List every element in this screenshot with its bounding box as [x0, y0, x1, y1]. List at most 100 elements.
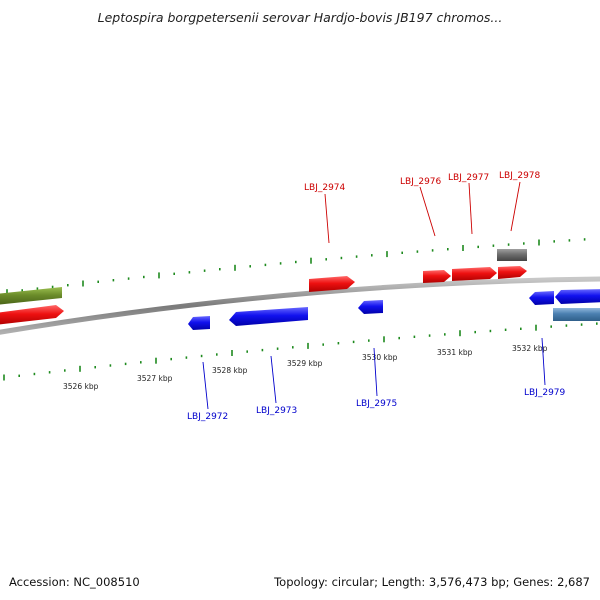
minor-tick — [492, 244, 495, 247]
minor-tick — [185, 356, 188, 359]
gene-gray-box[interactable] — [497, 249, 527, 261]
scale-label-3527: 3527 kbp — [137, 374, 173, 383]
gene-arrow-lbj-2977[interactable] — [452, 267, 497, 281]
minor-tick — [553, 240, 555, 243]
minor-tick — [127, 277, 130, 280]
gene-arrow-lbj-2974[interactable] — [309, 276, 355, 292]
major-tick — [82, 280, 84, 287]
minor-tick — [33, 372, 36, 376]
reverse-leaders — [202, 337, 546, 410]
minor-tick — [97, 280, 99, 283]
minor-tick — [67, 284, 69, 287]
gene-label-lbj-2977[interactable]: LBJ_2977 — [448, 173, 489, 183]
minor-tick — [173, 272, 175, 275]
gene-arrow-lbj-2979[interactable] — [555, 289, 600, 304]
minor-tick — [36, 287, 39, 290]
minor-tick — [292, 346, 294, 349]
minor-tick — [520, 327, 522, 330]
minor-tick — [398, 336, 400, 340]
minor-tick — [261, 348, 264, 352]
minor-tick — [18, 374, 20, 377]
gene-arrow-reverse-right-1[interactable] — [529, 291, 554, 305]
major-tick — [234, 264, 236, 271]
major-tick — [459, 330, 461, 337]
gene-label-lbj-2972[interactable]: LBJ_2972 — [187, 412, 228, 422]
minor-tick — [112, 279, 115, 282]
gene-label-lbj-2974[interactable]: LBJ_2974 — [304, 183, 346, 193]
minor-tick — [219, 268, 221, 271]
scale-label-3532: 3532 kbp — [512, 344, 548, 353]
accession-text: Accession: NC_008510 — [9, 575, 140, 589]
minor-tick — [94, 366, 96, 369]
minor-tick — [322, 343, 324, 346]
gene-arrow-lbj-2972[interactable] — [188, 316, 210, 330]
minor-tick — [489, 329, 492, 333]
gene-label-lbj-2976[interactable]: LBJ_2976 — [400, 177, 442, 187]
minor-tick — [216, 353, 218, 356]
minor-tick — [504, 328, 507, 331]
minor-tick — [550, 325, 552, 328]
forward-gene-labels: LBJ_2974 LBJ_2976 LBJ_2977 LBJ_2978 — [304, 171, 541, 193]
minor-tick — [143, 275, 145, 279]
gene-arrow-green[interactable] — [0, 287, 62, 305]
minor-tick — [568, 239, 571, 242]
minor-tick — [416, 250, 419, 253]
minor-tick — [401, 251, 403, 254]
minor-tick — [477, 245, 479, 249]
minor-tick — [413, 335, 416, 338]
gene-arrow-lbj-2978[interactable] — [498, 266, 527, 279]
gene-arrow-lbj-2973[interactable] — [229, 307, 308, 326]
minor-tick — [507, 243, 510, 246]
minor-tick — [583, 238, 586, 241]
gene-arrow-red-left[interactable] — [0, 305, 64, 325]
minor-tick — [276, 347, 279, 350]
gene-arrow-lbj-2976[interactable] — [423, 270, 451, 283]
gene-label-lbj-2973[interactable]: LBJ_2973 — [256, 406, 297, 416]
minor-tick — [352, 340, 355, 344]
minor-tick — [447, 248, 449, 251]
minor-tick — [565, 324, 568, 327]
forward-tick-ring — [6, 238, 586, 296]
major-tick — [386, 251, 388, 258]
minor-tick — [337, 342, 340, 345]
gene-label-lbj-2979[interactable]: LBJ_2979 — [524, 388, 566, 398]
reverse-gene-labels: LBJ_2972 LBJ_2973 LBJ_2975 LBJ_2979 — [187, 388, 566, 422]
scale-label-3528: 3528 kbp — [212, 366, 248, 375]
minor-tick — [431, 249, 434, 252]
gene-label-lbj-2978[interactable]: LBJ_2978 — [499, 171, 541, 181]
minor-tick — [246, 350, 248, 353]
minor-tick — [371, 254, 373, 257]
minor-tick — [523, 242, 525, 245]
major-tick — [462, 245, 464, 251]
scale-label-3531: 3531 kbp — [437, 348, 473, 357]
chromosome-backbone — [0, 276, 600, 335]
map-title: Leptospira borgpetersenii serovar Hardjo… — [97, 10, 503, 25]
gene-arrow-lbj-2975[interactable] — [358, 300, 383, 314]
scale-label-3529: 3529 kbp — [287, 359, 323, 368]
minor-tick — [203, 269, 206, 272]
forward-genes — [0, 249, 527, 325]
minor-tick — [64, 369, 66, 372]
genome-summary-text: Topology: circular; Length: 3,576,473 bp… — [274, 575, 590, 589]
minor-tick — [51, 285, 54, 289]
major-tick — [6, 289, 8, 296]
minor-tick — [140, 361, 142, 364]
major-tick — [538, 239, 540, 246]
major-tick — [155, 357, 157, 364]
minor-tick — [340, 256, 343, 260]
minor-tick — [249, 265, 251, 268]
minor-tick — [325, 258, 327, 261]
minor-tick — [428, 334, 431, 337]
minor-tick — [264, 263, 267, 267]
gene-label-lbj-2975[interactable]: LBJ_2975 — [356, 399, 397, 409]
minor-tick — [279, 262, 282, 265]
minor-tick — [295, 260, 297, 264]
reverse-genes — [188, 289, 600, 330]
minor-tick — [474, 330, 476, 334]
major-tick — [79, 365, 81, 372]
gene-steel-box[interactable] — [553, 308, 600, 321]
major-tick — [158, 272, 160, 279]
major-tick — [383, 336, 385, 343]
minor-tick — [368, 339, 370, 342]
